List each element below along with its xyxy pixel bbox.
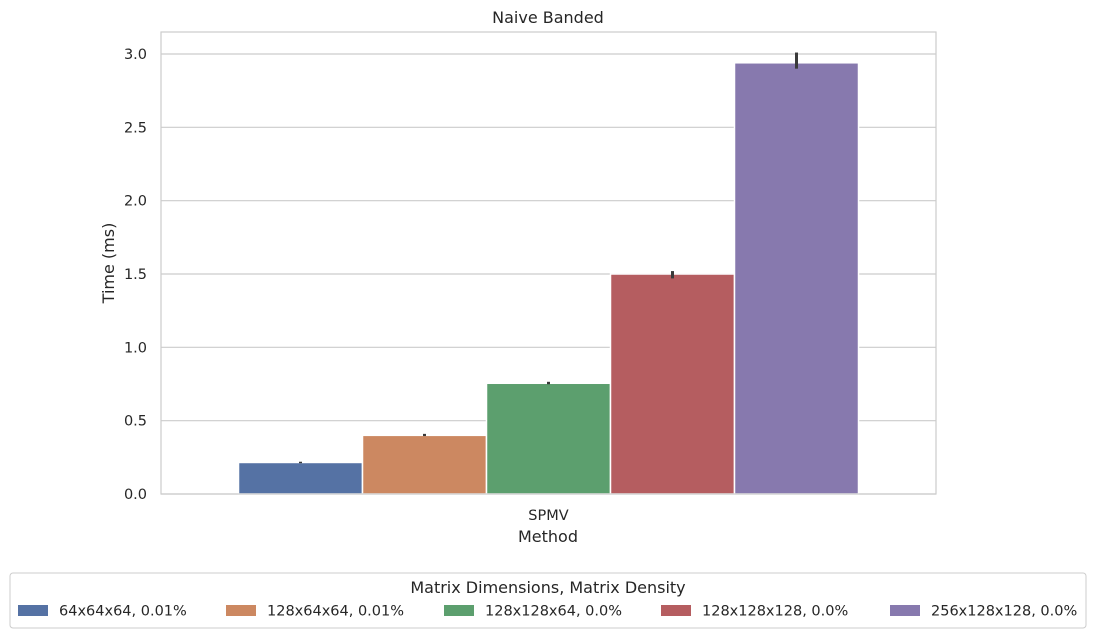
legend-title: Matrix Dimensions, Matrix Density [410, 578, 685, 597]
legend: Matrix Dimensions, Matrix Density 64x64x… [9, 572, 1087, 629]
bar [237, 461, 364, 495]
legend-swatch [890, 605, 920, 616]
legend-label: 128x128x128, 0.0% [702, 604, 848, 620]
legend-frame [9, 572, 1087, 629]
y-axis-ticks: 0.0 0.5 1.0 1.5 2.0 2.5 3.0 [124, 47, 147, 503]
error-bars [299, 52, 798, 464]
y-tick-label: 0.5 [124, 414, 147, 430]
legend-swatch [18, 605, 48, 616]
y-tick-label: 1.0 [124, 340, 147, 356]
bar [485, 382, 612, 495]
x-axis-label: Method [518, 527, 578, 546]
y-tick-label: 2.5 [124, 120, 147, 136]
legend-swatch [226, 605, 256, 616]
plot-frame [160, 31, 937, 495]
legend-label: 128x64x64, 0.01% [267, 604, 404, 620]
bar [361, 434, 488, 495]
bar [609, 273, 736, 495]
x-axis-ticks: SPMV [528, 508, 568, 524]
grid-lines [161, 53, 936, 495]
legend-label: 64x64x64, 0.01% [59, 604, 187, 620]
bar [733, 62, 860, 495]
legend-swatch [444, 605, 474, 616]
y-tick-label: 3.0 [124, 47, 147, 63]
legend-items: 64x64x64, 0.01% 128x64x64, 0.01% 128x128x6… [18, 604, 1077, 620]
x-tick-label: SPMV [528, 508, 568, 524]
y-axis-label: Time (ms) [99, 223, 118, 305]
legend-label: 256x128x128, 0.0% [931, 604, 1077, 620]
legend-swatch [661, 605, 691, 616]
chart-title: Naive Banded [492, 8, 604, 27]
bars [237, 62, 860, 495]
legend-label: 128x128x64, 0.0% [485, 604, 622, 620]
y-tick-label: 2.0 [124, 194, 147, 210]
y-tick-label: 1.5 [124, 267, 147, 283]
y-tick-label: 0.0 [124, 487, 147, 503]
